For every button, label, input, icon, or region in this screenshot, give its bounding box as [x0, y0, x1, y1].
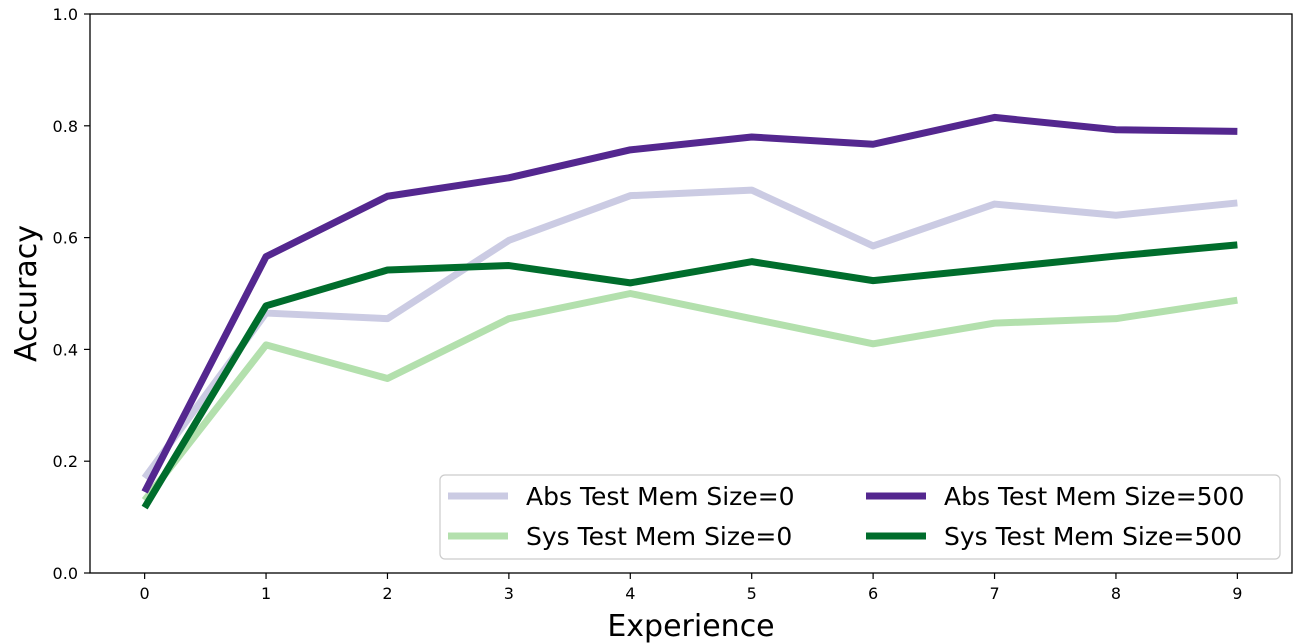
x-tick-label: 4 [625, 584, 635, 603]
x-tick-label: 3 [504, 584, 514, 603]
y-axis: 0.0 0.2 0.4 0.6 0.8 1.0 [53, 5, 90, 583]
series-line-3 [141, 113, 1238, 494]
y-tick-label: 0.8 [53, 117, 78, 136]
y-tick-label: 0.0 [53, 564, 78, 583]
y-tick-label: 0.2 [53, 452, 78, 471]
legend-label-1: Abs Test Mem Size=0 [526, 482, 795, 511]
x-axis: 0 1 2 3 4 5 6 7 8 9 [140, 573, 1242, 603]
legend-box [439, 474, 1281, 560]
y-tick-label: 0.6 [53, 229, 78, 248]
x-tick-label: 5 [747, 584, 757, 603]
x-tick-label: 8 [1111, 584, 1121, 603]
x-tick-label: 6 [868, 584, 878, 603]
y-tick-label: 0.4 [53, 340, 78, 359]
x-tick-label: 1 [261, 584, 271, 603]
series-line-4 [141, 241, 1238, 510]
legend-label-3: Abs Test Mem Size=500 [944, 482, 1244, 511]
x-tick-label: 9 [1232, 584, 1242, 603]
legend: Abs Test Mem Size=0 Sys Test Mem Size=0 Ab… [439, 474, 1281, 560]
legend-label-2: Sys Test Mem Size=0 [526, 522, 792, 551]
plot-frame [89, 13, 1293, 574]
legend-label-4: Sys Test Mem Size=500 [944, 522, 1242, 551]
x-tick-label: 2 [382, 584, 392, 603]
x-tick-label: 0 [140, 584, 150, 603]
series-line-2 [141, 290, 1238, 503]
x-axis-label: Experience [607, 609, 774, 643]
y-axis-label: Accuracy [9, 225, 44, 362]
x-tick-label: 7 [989, 584, 999, 603]
series-layer [141, 113, 1238, 510]
y-tick-label: 1.0 [53, 5, 78, 24]
series-line-1 [141, 186, 1238, 481]
